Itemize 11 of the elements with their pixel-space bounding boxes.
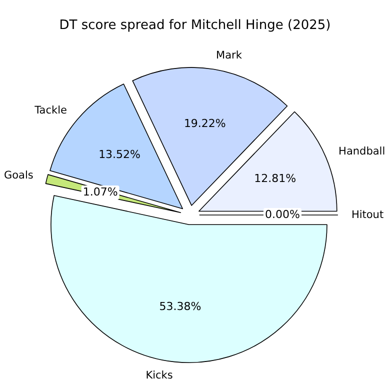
data-label: 53.38% [159, 300, 202, 313]
slice-label: Mark [216, 50, 243, 62]
slice-label: Goals [4, 170, 34, 182]
data-label: 13.52% [98, 148, 141, 162]
chart-title: DT score spread for Mitchell Hinge (2025) [59, 18, 331, 33]
data-label: 12.81% [254, 172, 296, 185]
data-label: 19.22% [184, 116, 226, 130]
slice-label: Handball [338, 146, 386, 158]
category-label: Hitout [351, 208, 384, 221]
slice-label: Tackle [34, 104, 67, 116]
slice-label: Kicks [146, 369, 173, 382]
